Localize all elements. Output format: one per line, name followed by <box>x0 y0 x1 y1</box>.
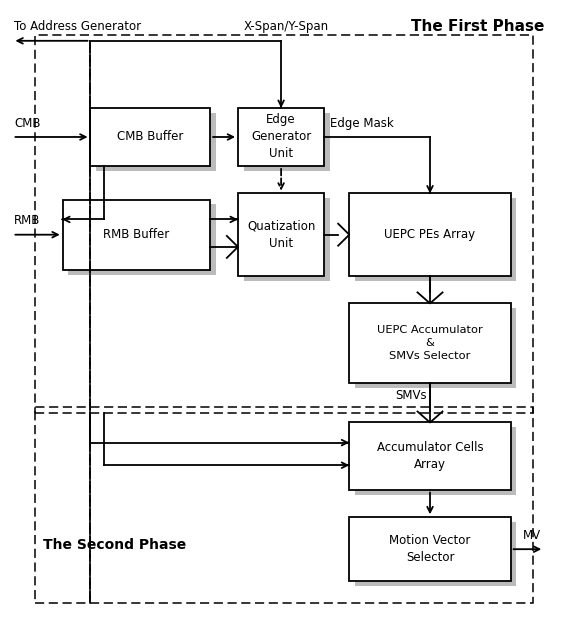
Bar <box>355 198 516 281</box>
Bar <box>355 427 516 495</box>
Bar <box>63 199 210 270</box>
Bar <box>35 35 533 413</box>
Text: UEPC Accumulator
&
SMVs Selector: UEPC Accumulator & SMVs Selector <box>377 325 483 361</box>
Text: CMB Buffer: CMB Buffer <box>117 131 184 144</box>
Bar <box>349 303 511 383</box>
Text: Edge Mask: Edge Mask <box>330 116 394 129</box>
Text: The Second Phase: The Second Phase <box>43 538 186 552</box>
Bar <box>244 113 330 171</box>
Bar <box>355 522 516 586</box>
Text: RMB Buffer: RMB Buffer <box>103 228 170 241</box>
Bar <box>90 108 210 166</box>
Bar <box>238 194 324 276</box>
Text: MV: MV <box>523 529 541 542</box>
Text: To Address Generator: To Address Generator <box>14 20 141 33</box>
Text: SMVs: SMVs <box>396 389 427 402</box>
Bar <box>349 517 511 581</box>
Bar <box>238 108 324 166</box>
Text: Edge
Generator
Unit: Edge Generator Unit <box>251 113 311 160</box>
Bar <box>96 113 216 171</box>
Bar <box>35 407 533 603</box>
Text: UEPC PEs Array: UEPC PEs Array <box>384 228 476 241</box>
Text: CMB: CMB <box>14 116 41 129</box>
Bar <box>349 423 511 490</box>
Bar <box>355 308 516 387</box>
Text: The First Phase: The First Phase <box>411 19 544 35</box>
Text: Quatization
Unit: Quatization Unit <box>247 220 315 249</box>
Text: X-Span/Y-Span: X-Span/Y-Span <box>244 20 329 33</box>
Bar <box>244 198 330 281</box>
Text: RMB: RMB <box>14 214 41 227</box>
Text: Accumulator Cells
Array: Accumulator Cells Array <box>377 441 483 471</box>
Bar <box>68 204 216 275</box>
Bar <box>349 194 511 276</box>
Text: Motion Vector
Selector: Motion Vector Selector <box>389 534 471 564</box>
